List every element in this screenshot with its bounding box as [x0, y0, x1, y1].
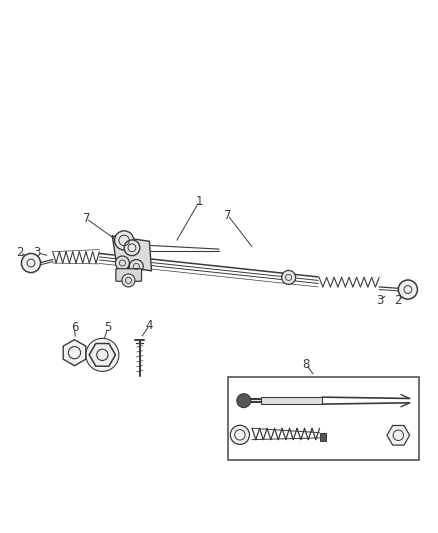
Text: 3: 3 — [33, 246, 41, 259]
Circle shape — [115, 231, 134, 250]
Text: 8: 8 — [302, 358, 310, 371]
Text: 5: 5 — [104, 321, 112, 334]
Bar — [228, 377, 419, 460]
Text: 1: 1 — [196, 195, 203, 208]
Text: 4: 4 — [145, 319, 153, 332]
Circle shape — [21, 254, 41, 272]
Text: 7: 7 — [224, 208, 231, 222]
Circle shape — [122, 274, 135, 287]
Circle shape — [86, 338, 119, 372]
Bar — [320, 433, 326, 441]
Text: 2: 2 — [16, 246, 23, 259]
Circle shape — [230, 425, 250, 445]
Circle shape — [282, 270, 296, 284]
Text: 2: 2 — [394, 294, 401, 307]
Circle shape — [124, 240, 140, 256]
Text: 6: 6 — [71, 321, 78, 334]
Bar — [261, 397, 322, 404]
Circle shape — [129, 260, 143, 273]
Circle shape — [116, 256, 129, 270]
Polygon shape — [113, 236, 152, 271]
Text: 7: 7 — [82, 212, 90, 225]
FancyBboxPatch shape — [116, 269, 141, 281]
Circle shape — [237, 394, 251, 408]
Text: 3: 3 — [376, 294, 384, 307]
Circle shape — [398, 280, 417, 299]
